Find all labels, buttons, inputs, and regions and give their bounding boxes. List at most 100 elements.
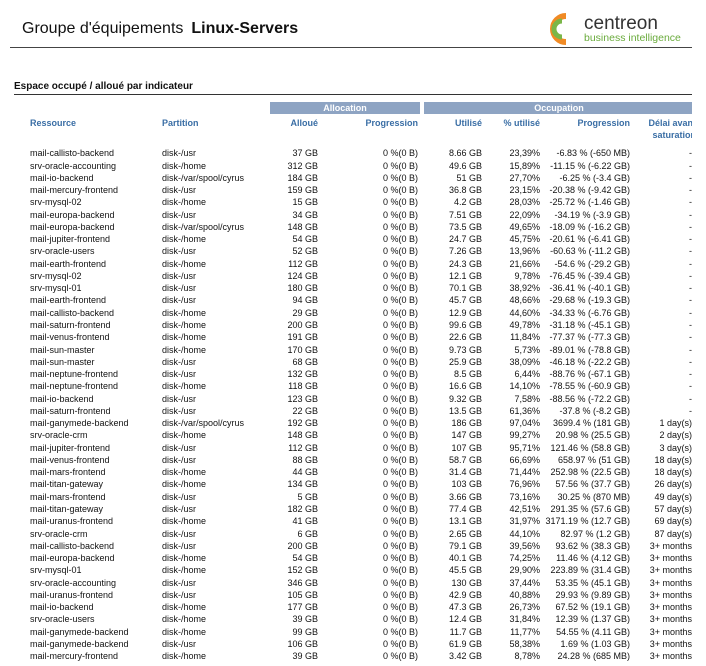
cell: 0 %(0 B) [383, 319, 419, 330]
cell: 132 GB [287, 369, 318, 380]
cell: -20.61 % (-6.41 GB) [549, 234, 631, 245]
cell: 0 %(0 B) [383, 430, 419, 441]
cell: disk-/home [162, 553, 207, 564]
cell: mail-ganymede-backend [30, 626, 129, 637]
cell: 0 %(0 B) [383, 516, 419, 527]
cell: mail-saturn-frontend [30, 319, 111, 330]
cell: 7.26 GB [448, 246, 483, 257]
cell: mail-mars-frontend [30, 467, 106, 478]
cell: disk-/home [162, 307, 207, 318]
cell: - [689, 295, 692, 306]
cell: 3.66 GB [448, 491, 483, 502]
cell: 3+ months [649, 577, 692, 588]
cell: 184 GB [287, 172, 318, 183]
cell: 61.9 GB [448, 638, 483, 649]
cell: srv-mysql-02 [30, 270, 82, 281]
cell: 223.89 % (31.4 GB) [550, 565, 631, 576]
cell: 31,97% [509, 516, 541, 527]
cell: 29,90% [509, 565, 541, 576]
cell: mail-neptune-frontend [30, 381, 119, 392]
cell: 112 GB [288, 442, 318, 453]
cell: mail-europa-backend [30, 209, 115, 220]
cell: 88 GB [292, 454, 318, 465]
cell: 2 day(s) [659, 430, 692, 441]
cell: 12.4 GB [448, 614, 483, 625]
cell: 11.7 GB [449, 626, 483, 637]
cell: mail-uranus-frontend [30, 516, 114, 527]
cell: - [689, 160, 692, 171]
cell: 22 GB [292, 405, 318, 416]
table-row: srv-oracle-crm disk-/usr 6 GB 0 %(0 B) 2.65 … [14, 528, 692, 540]
cell: -89.01 % (-78.8 GB) [549, 344, 631, 355]
cell: 31,84% [509, 614, 541, 625]
cell: 48,66% [509, 295, 541, 306]
cell: disk-/home [162, 602, 207, 613]
cell: 47.3 GB [448, 602, 483, 613]
cell: 23,15% [509, 185, 541, 196]
cell: - [689, 405, 692, 416]
cell: mail-io-backend [30, 393, 94, 404]
cell: 252.98 % (22.5 GB) [550, 467, 631, 478]
cell: 53.35 % (45.1 GB) [555, 577, 631, 588]
cell: 13,96% [509, 246, 541, 257]
cell: 24.7 GB [448, 234, 483, 245]
cell: disk-/home [162, 626, 207, 637]
cell: disk-/home [162, 160, 207, 171]
cell: disk-/var/spool/cyrus [162, 172, 245, 183]
cell: 0 %(0 B) [383, 234, 419, 245]
cell: 112 GB [288, 258, 318, 269]
cell: 57 day(s) [654, 503, 693, 514]
cell: 0 %(0 B) [383, 295, 419, 306]
cell: 54 GB [292, 234, 318, 245]
cell: 3 day(s) [659, 442, 692, 453]
cell: 14,10% [509, 381, 541, 392]
cell: 9.73 GB [448, 344, 483, 355]
cell: 148 GB [287, 221, 318, 232]
cell: 37 GB [292, 148, 318, 159]
cell: mail-io-backend [30, 172, 94, 183]
logo: centreon business intelligence [550, 13, 681, 45]
cell: disk-/usr [162, 454, 197, 465]
cell: 70.1 GB [448, 283, 483, 294]
cell: - [689, 197, 692, 208]
cell: 15 GB [292, 197, 318, 208]
cell: 68 GB [292, 356, 318, 367]
cell: 9.32 GB [448, 393, 483, 404]
cell: 148 GB [287, 430, 318, 441]
column-header: Ressource [30, 118, 77, 129]
cell: disk-/home [162, 332, 207, 343]
cell: disk-/var/spool/cyrus [162, 418, 245, 429]
cell: 3+ months [649, 626, 692, 637]
cell: srv-mysql-01 [30, 565, 82, 576]
cell: 39 GB [292, 651, 318, 662]
cell: 3+ months [649, 651, 692, 662]
cell: - [689, 332, 692, 343]
logo-tagline: business intelligence [584, 32, 681, 44]
cell: 99,27% [509, 430, 541, 441]
cell: disk-/home [162, 197, 207, 208]
cell: 27,70% [509, 172, 541, 183]
cell: 24.3 GB [448, 258, 483, 269]
cell: -20.38 % (-9.42 GB) [549, 185, 631, 196]
cell: 182 GB [287, 503, 318, 514]
cell: 123 GB [287, 393, 318, 404]
cell: -18.09 % (-16.2 GB) [549, 221, 631, 232]
cell: 3.42 GB [448, 651, 483, 662]
cell: 15,89% [509, 160, 541, 171]
cell: mail-mercury-frontend [30, 651, 119, 662]
table-row: mail-jupiter-frontend disk-/home 54 GB 0 %(… [14, 233, 692, 245]
cell: 159 GB [287, 185, 318, 196]
cell: 99 GB [292, 626, 318, 637]
cell: -11.15 % (-6.22 GB) [550, 160, 631, 171]
cell: mail-callisto-backend [30, 307, 115, 318]
cell: -29.68 % (-19.3 GB) [549, 295, 631, 306]
cell: - [689, 393, 692, 404]
cell: 186 GB [451, 418, 483, 429]
cell: 20.98 % (25.5 GB) [555, 430, 631, 441]
cell: disk-/home [162, 319, 207, 330]
cell: 1.69 % (1.03 GB) [560, 638, 631, 649]
cell: 49.6 GB [448, 160, 483, 171]
cell: 11,84% [510, 332, 541, 343]
table-row: mail-uranus-frontend disk-/home 41 GB 0 %(0… [14, 515, 692, 527]
cell: disk-/usr [162, 209, 197, 220]
